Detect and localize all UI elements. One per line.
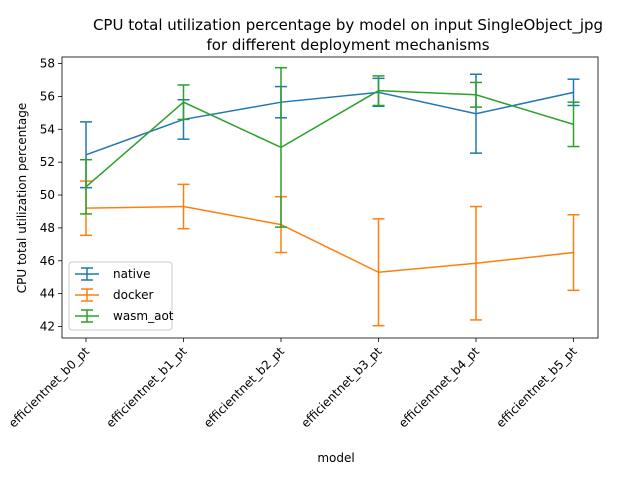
plot-area — [80, 66, 580, 327]
x-tick-label: efficientnet_b3_pt — [298, 344, 384, 430]
series-docker — [80, 180, 580, 327]
y-tick-label: 50 — [40, 188, 55, 202]
y-tick-label: 46 — [40, 254, 55, 268]
series-line — [85, 205, 574, 274]
legend-label: native — [113, 267, 150, 281]
legend-label: docker — [113, 288, 153, 302]
y-tick-label: 58 — [40, 57, 55, 71]
series-wasm_aot — [80, 66, 580, 228]
x-tick-label: efficientnet_b5_pt — [493, 344, 579, 430]
x-axis-label: model — [317, 451, 354, 465]
chart-title: CPU total utilization percentage by mode… — [93, 16, 603, 35]
chart-subtitle: for different deployment mechanisms — [206, 36, 489, 54]
series-line — [85, 89, 574, 188]
y-axis: 42 44 46 48 50 52 54 56 58 — [40, 57, 62, 333]
x-tick-label: efficientnet_b4_pt — [396, 344, 482, 430]
y-tick-label: 48 — [40, 221, 55, 235]
x-tick-label: efficientnet_b2_pt — [201, 344, 287, 430]
y-axis-label: CPU total utilization percentage — [15, 103, 29, 294]
y-tick-label: 54 — [40, 122, 55, 136]
y-tick-label: 52 — [40, 155, 55, 169]
legend-label: wasm_aot — [113, 309, 174, 323]
x-tick-label: efficientnet_b0_pt — [6, 344, 92, 430]
y-tick-label: 42 — [40, 319, 55, 333]
x-tick-label: efficientnet_b1_pt — [103, 344, 189, 430]
series-native — [80, 73, 580, 189]
plot-frame — [61, 56, 599, 339]
y-tick-label: 56 — [40, 89, 55, 103]
y-tick-label: 44 — [40, 287, 55, 301]
legend-box — [68, 261, 173, 331]
legend: native docker wasm_aot — [68, 261, 174, 331]
x-axis: efficientnet_b0_pt efficientnet_b1_pt effi… — [6, 338, 580, 430]
series-line — [85, 91, 574, 156]
